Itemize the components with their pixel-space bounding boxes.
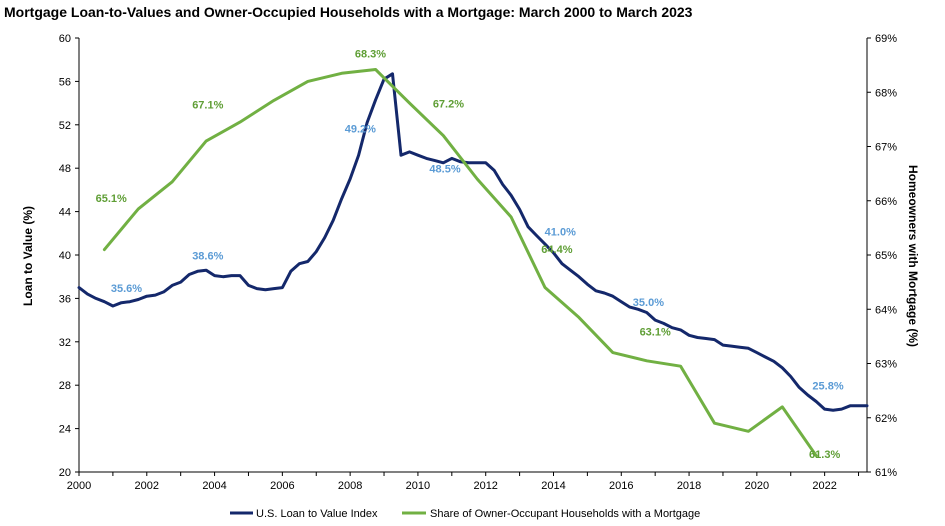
y2-tick-label: 67% bbox=[875, 142, 897, 154]
y2-tick-label: 63% bbox=[875, 359, 897, 371]
data-label: 65.1% bbox=[96, 193, 127, 205]
x-tick-label: 2014 bbox=[541, 480, 565, 492]
chart-axes: 20 24 28 32 36 40 44 48 52 56 60 61% 62% 63% 64% 65% 66%… bbox=[59, 33, 897, 492]
data-label: 49.2% bbox=[345, 123, 376, 135]
data-label: 67.2% bbox=[433, 98, 464, 110]
legend-label-mortgage-share: Share of Owner-Occupant Households with … bbox=[430, 508, 700, 520]
x-tick-label: 2020 bbox=[745, 480, 769, 492]
y2-tick-label: 69% bbox=[875, 33, 897, 45]
y-tick-label: 52 bbox=[59, 120, 71, 132]
x-tick-label: 2022 bbox=[812, 480, 836, 492]
y2-tick-label: 62% bbox=[875, 413, 897, 425]
x-tick-label: 2016 bbox=[609, 480, 633, 492]
y2-tick-label: 61% bbox=[875, 467, 897, 479]
data-labels: 35.6% 38.6% 49.2% 48.5% 41.0% 35.0% 25.8% 65.1%… bbox=[96, 49, 844, 461]
y2-tick-label: 65% bbox=[875, 250, 897, 262]
x-tick-label: 2006 bbox=[270, 480, 294, 492]
y-tick-label: 32 bbox=[59, 337, 71, 349]
y-tick-label: 20 bbox=[59, 467, 71, 479]
x-tick-label: 2008 bbox=[338, 480, 362, 492]
data-label: 61.3% bbox=[809, 449, 840, 461]
mortgage-share-line bbox=[102, 68, 818, 458]
chart-title: Mortgage Loan-to-Values and Owner-Occupi… bbox=[4, 4, 693, 20]
data-label: 68.3% bbox=[355, 49, 386, 61]
y2-tick-label: 64% bbox=[875, 304, 897, 316]
data-label: 63.1% bbox=[640, 326, 671, 338]
y-tick-label: 40 bbox=[59, 250, 71, 262]
legend-label-ltv: U.S. Loan to Value Index bbox=[256, 508, 378, 520]
data-label: 64.4% bbox=[541, 244, 572, 256]
y2-tick-label: 68% bbox=[875, 87, 897, 99]
x-tick-label: 2010 bbox=[406, 480, 430, 492]
ltv-index-line bbox=[77, 72, 869, 412]
data-label: 35.0% bbox=[633, 297, 664, 309]
y-tick-label: 44 bbox=[59, 207, 71, 219]
y-tick-label: 24 bbox=[59, 424, 71, 436]
y2-tick-label: 66% bbox=[875, 196, 897, 208]
data-label: 41.0% bbox=[545, 226, 576, 238]
chart-series bbox=[77, 68, 869, 458]
x-tick-label: 2012 bbox=[473, 480, 497, 492]
y-tick-label: 56 bbox=[59, 76, 71, 88]
x-tick-label: 2018 bbox=[677, 480, 701, 492]
data-label: 38.6% bbox=[192, 250, 223, 262]
data-label: 67.1% bbox=[192, 100, 223, 112]
y-tick-label: 36 bbox=[59, 293, 71, 305]
y-tick-label: 28 bbox=[59, 380, 71, 392]
legend: U.S. Loan to Value Index Share of Owner-O… bbox=[230, 508, 700, 520]
data-label: 35.6% bbox=[111, 283, 142, 295]
y-axis-title: Loan to Value (%) bbox=[21, 206, 35, 306]
data-label: 48.5% bbox=[429, 164, 460, 176]
y2-axis-title: Homeowners with Mortgage (%) bbox=[906, 165, 920, 347]
y-tick-label: 60 bbox=[59, 33, 71, 45]
x-tick-label: 2002 bbox=[135, 480, 159, 492]
x-tick-label: 2000 bbox=[67, 480, 91, 492]
data-label: 25.8% bbox=[812, 381, 843, 393]
x-tick-label: 2004 bbox=[202, 480, 226, 492]
y-tick-label: 48 bbox=[59, 163, 71, 175]
